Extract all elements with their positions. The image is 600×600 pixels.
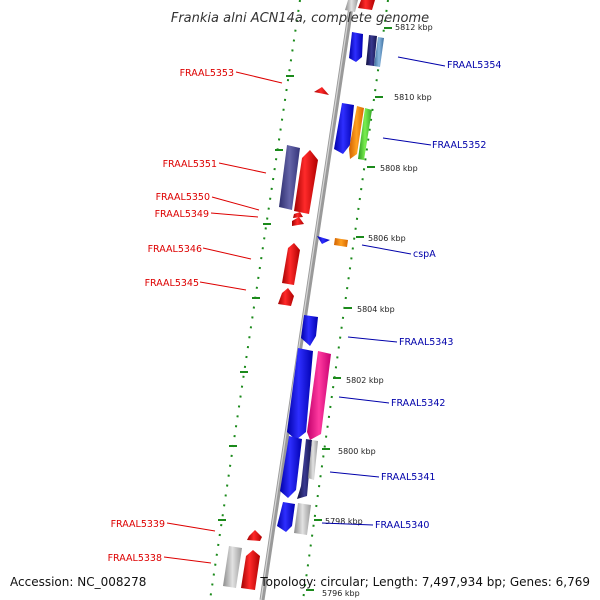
kbp-label: 5802 kbp — [346, 376, 384, 385]
gene-FRAAL5346-arrow[interactable] — [282, 243, 300, 285]
gene-label[interactable]: FRAAL5352 — [432, 140, 486, 151]
kbp-label: 5800 kbp — [338, 447, 376, 456]
gene-top-gray — [345, 0, 358, 12]
left-dotted-track — [209, 0, 301, 600]
gene-label[interactable]: FRAAL5351 — [163, 159, 217, 170]
gene-FRAAL5354-steel[interactable] — [374, 37, 384, 67]
gene-FRAAL5340-blue[interactable] — [277, 502, 295, 532]
gene-FRAAL5338-gray — [223, 546, 242, 588]
gene-FRAAL5342-blue[interactable] — [287, 348, 313, 440]
gene-label[interactable]: FRAAL5340 — [375, 520, 429, 531]
gene-label[interactable]: FRAAL5349 — [155, 209, 209, 220]
gene-FRAAL5354-blue[interactable] — [349, 32, 363, 62]
gene-label[interactable]: FRAAL5353 — [180, 68, 234, 79]
genome-summary-text: Topology: circular; Length: 7,497,934 bp… — [259, 575, 590, 589]
gene-FRAAL5345-arrow[interactable] — [278, 288, 294, 306]
kbp-label: 5810 kbp — [394, 93, 432, 102]
gene-FRAAL5349-arrow[interactable] — [292, 217, 304, 226]
gene-FRAAL5341-gray — [308, 440, 318, 480]
gene-FRAAL5352-blue[interactable] — [334, 103, 354, 154]
genome-backbone — [259, 0, 355, 600]
gene-label[interactable]: cspA — [413, 249, 436, 260]
gene-FRAAL5338-arrow[interactable] — [241, 550, 260, 590]
gene-label[interactable]: FRAAL5341 — [381, 472, 435, 483]
forward-gene-labels: FRAAL5354 FRAAL5352 cspA FRAAL5343 FRAAL… — [375, 60, 501, 531]
gene-label[interactable]: FRAAL5338 — [108, 553, 162, 564]
forward-callout-lines — [321, 56, 446, 526]
scale: 5812 kbp 5810 kbp 5808 kbp 5806 kbp 5804… — [306, 23, 433, 598]
gene-FRAAL5353-arrow[interactable] — [314, 87, 329, 95]
gene-FRAAL5341-navy[interactable] — [297, 439, 312, 499]
gene-label[interactable]: FRAAL5342 — [391, 398, 445, 409]
gene-FRAAL5350-arrow[interactable] — [293, 212, 303, 218]
accession-text: Accession: NC_008278 — [10, 575, 146, 589]
gene-label[interactable]: FRAAL5343 — [399, 337, 453, 348]
kbp-label: 5798 kbp — [325, 517, 363, 526]
kbp-label: 5806 kbp — [368, 234, 406, 243]
gene-FRAAL5351-block[interactable] — [279, 145, 300, 210]
gene-label[interactable]: FRAAL5339 — [111, 519, 165, 530]
gene-FRAAL5352-green[interactable] — [358, 108, 372, 160]
gene-FRAAL5340-gray[interactable] — [294, 503, 311, 535]
gene-FRAAL5342-pink[interactable] — [307, 351, 331, 440]
reverse-gene-labels: FRAAL5353 FRAAL5351 FRAAL5350 FRAAL5349 … — [108, 68, 234, 564]
kbp-label: 5812 kbp — [395, 23, 433, 32]
gene-label[interactable]: FRAAL5354 — [447, 60, 501, 71]
gene-FRAAL5354-navy[interactable] — [366, 35, 377, 66]
gene-FRAAL5351-arrow[interactable] — [294, 150, 318, 214]
gene-cspA-blue-arrow[interactable] — [317, 236, 330, 244]
gene-FRAAL5339-arrow[interactable] — [247, 530, 262, 541]
gene-label[interactable]: FRAAL5350 — [156, 192, 210, 203]
kbp-label: 5808 kbp — [380, 164, 418, 173]
reverse-callout-lines — [163, 71, 283, 564]
gene-label[interactable]: FRAAL5345 — [145, 278, 199, 289]
forward-strand-genes — [277, 0, 384, 535]
reverse-strand-genes — [223, 87, 329, 590]
gene-top-red — [358, 0, 375, 10]
right-dotted-track — [302, 0, 389, 600]
gene-cspA-orange[interactable] — [334, 238, 348, 247]
gene-FRAAL5343-blue[interactable] — [301, 315, 318, 346]
kbp-label: 5796 kbp — [322, 589, 360, 598]
gene-FRAAL5352-orange[interactable] — [349, 106, 364, 159]
backbone-highlight — [260, 0, 352, 600]
map-title: Frankia alni ACN14a, complete genome — [171, 11, 429, 26]
gene-FRAAL5341-blue[interactable] — [280, 436, 302, 498]
gene-label[interactable]: FRAAL5346 — [148, 244, 202, 255]
kbp-label: 5804 kbp — [357, 305, 395, 314]
left-major-ticks — [218, 75, 294, 521]
